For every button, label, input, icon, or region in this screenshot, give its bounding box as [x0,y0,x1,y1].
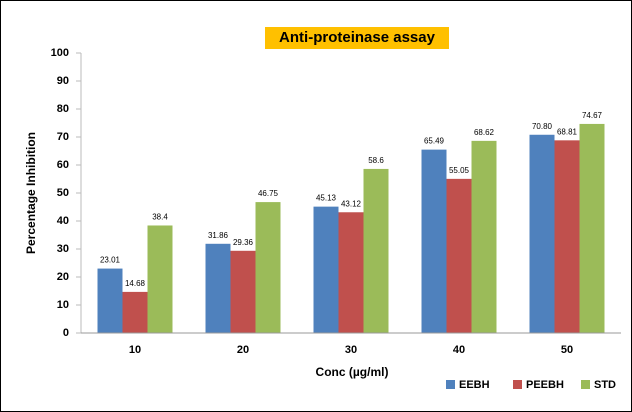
bar [421,149,447,333]
value-label: 23.01 [100,256,121,265]
value-label: 38.4 [152,213,168,222]
x-tick-label: 40 [453,344,465,356]
x-axis-label: Conc (µg/ml) [316,365,389,379]
legend-label: PEEBH [526,379,564,391]
bar [363,168,389,333]
legend-swatch [446,380,455,389]
value-label: 55.05 [449,166,470,175]
y-tick-label: 0 [63,327,69,339]
bar [97,268,123,333]
bar [579,123,605,333]
bar [471,140,497,333]
y-tick-label: 70 [57,131,69,143]
x-tick-label: 30 [345,344,357,356]
bar [255,202,281,333]
value-label: 68.62 [474,128,495,137]
bar [230,250,256,333]
y-tick-label: 30 [57,243,69,255]
value-label: 68.81 [557,127,578,136]
y-axis-label: Percentage Inhibition [24,132,38,254]
x-tick-label: 50 [561,344,573,356]
bar [122,291,148,333]
y-tick-label: 80 [57,103,69,115]
bar [313,206,339,333]
bar [147,225,173,333]
value-label: 43.12 [341,199,362,208]
legend-label: STD [594,379,616,391]
value-label: 46.75 [258,189,279,198]
value-label: 74.67 [582,111,603,120]
value-label: 29.36 [233,238,254,247]
chart-title: Anti-proteinase assay [279,29,436,46]
value-label: 70.80 [532,122,553,131]
bar [529,134,555,333]
bar [205,243,231,333]
value-label: 31.86 [208,231,229,240]
bar [338,212,364,333]
legend-swatch [513,380,522,389]
y-tick-label: 90 [57,75,69,87]
bar [554,140,580,333]
x-tick-label: 10 [129,344,141,356]
x-tick-label: 20 [237,344,249,356]
y-tick-label: 50 [57,187,69,199]
value-label: 65.49 [424,137,445,146]
legend-label: EEBH [459,379,490,391]
y-tick-label: 20 [57,271,69,283]
title-background [265,27,449,49]
value-label: 14.68 [125,279,146,288]
bar [446,178,472,333]
y-tick-label: 40 [57,215,69,227]
y-tick-label: 100 [51,47,69,59]
legend-swatch [581,380,590,389]
value-label: 45.13 [316,194,337,203]
y-tick-label: 60 [57,159,69,171]
value-label: 58.6 [368,156,384,165]
y-tick-label: 10 [57,299,69,311]
